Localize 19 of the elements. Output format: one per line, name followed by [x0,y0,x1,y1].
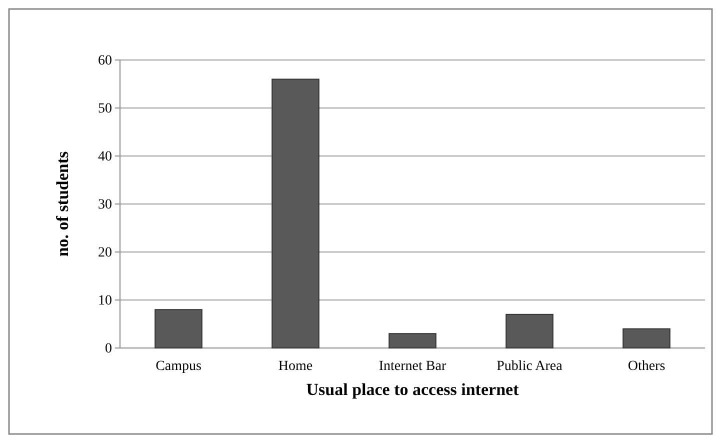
y-tick-label: 60 [98,53,112,68]
y-axis-title: no. of students [53,150,72,257]
bar [506,314,554,348]
y-tick-label: 30 [98,197,112,212]
bar [154,309,202,348]
y-tick-label: 40 [98,149,112,164]
x-tick-label: Home [278,358,313,374]
y-tick-label: 50 [98,101,112,116]
bar [622,328,670,348]
bar [388,333,436,348]
y-tick-label: 0 [105,341,112,356]
y-tick-label: 10 [98,293,112,308]
x-tick-label: Internet Bar [378,358,446,374]
x-tick-label: Public Area [496,358,564,374]
bar [272,78,320,348]
x-tick-label: Campus [156,358,202,374]
y-tick-label: 20 [98,245,112,260]
x-tick-label: Others [628,358,666,374]
x-axis-title: Usual place to access internet [306,380,520,399]
